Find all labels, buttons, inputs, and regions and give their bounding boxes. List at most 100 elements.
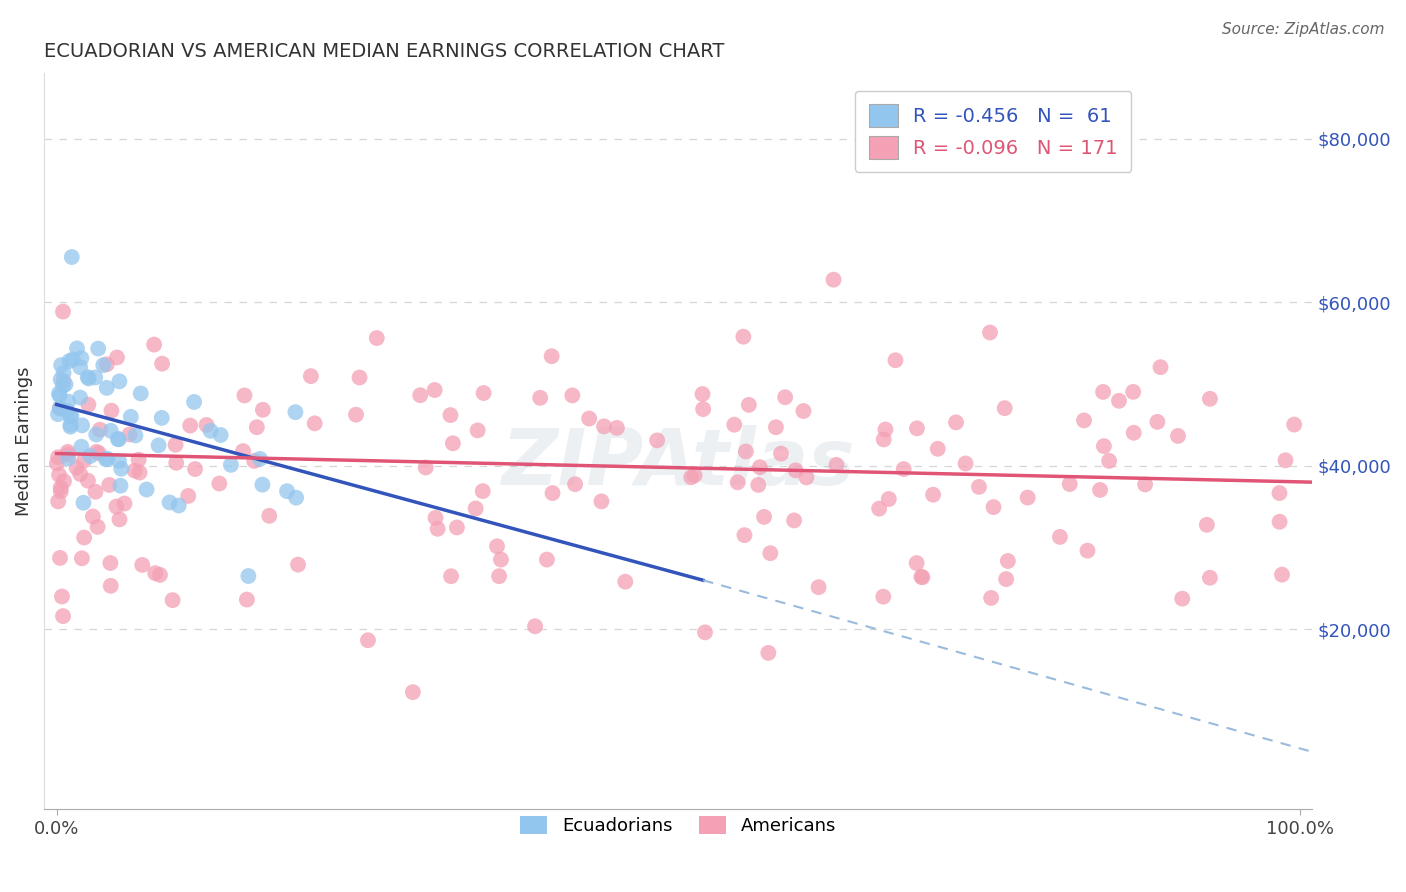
Point: [91, 358, 114, 372]
Point: [100, 579, 122, 593]
Point: [748, 460, 770, 475]
Point: [1122, 425, 1144, 440]
Point: [56, 448, 79, 462]
Point: [52, 474, 75, 488]
Point: [792, 404, 814, 418]
Text: ZIPAtlas: ZIPAtlas: [502, 425, 855, 501]
Point: [100, 403, 122, 417]
Point: [541, 486, 564, 500]
Point: [129, 386, 152, 401]
Point: [131, 558, 153, 572]
Point: [783, 513, 806, 527]
Point: [149, 567, 172, 582]
Point: [285, 491, 308, 505]
Point: [1092, 384, 1115, 399]
Point: [100, 424, 122, 438]
Point: [467, 424, 489, 438]
Point: [249, 451, 271, 466]
Point: [105, 500, 128, 514]
Point: [884, 353, 907, 368]
Point: [606, 421, 628, 435]
Point: [94, 452, 117, 467]
Point: [692, 402, 714, 417]
Point: [614, 574, 637, 589]
Point: [108, 375, 131, 389]
Point: [910, 570, 932, 584]
Point: [65, 460, 87, 475]
Point: [79, 449, 101, 463]
Point: [875, 423, 897, 437]
Point: [464, 501, 486, 516]
Point: [58, 354, 80, 368]
Point: [51, 590, 73, 604]
Point: [233, 388, 256, 402]
Point: [69, 391, 91, 405]
Point: [128, 452, 150, 467]
Point: [69, 360, 91, 375]
Point: [62, 352, 84, 367]
Point: [1073, 413, 1095, 427]
Point: [77, 474, 100, 488]
Point: [238, 569, 260, 583]
Point: [773, 390, 796, 404]
Point: [423, 383, 446, 397]
Point: [995, 572, 1018, 586]
Point: [486, 539, 509, 553]
Point: [893, 462, 915, 476]
Point: [1199, 392, 1222, 406]
Point: [980, 591, 1002, 605]
Point: [785, 463, 807, 477]
Point: [52, 304, 75, 318]
Point: [1076, 543, 1098, 558]
Point: [287, 558, 309, 572]
Point: [184, 462, 207, 476]
Point: [48, 467, 70, 482]
Point: [872, 590, 894, 604]
Point: [52, 379, 75, 393]
Point: [593, 419, 616, 434]
Point: [107, 432, 129, 446]
Point: [945, 415, 967, 429]
Point: [415, 460, 437, 475]
Point: [128, 466, 150, 480]
Point: [73, 453, 96, 467]
Point: [402, 685, 425, 699]
Point: [70, 351, 93, 366]
Point: [540, 349, 562, 363]
Point: [1088, 483, 1111, 497]
Point: [96, 357, 118, 371]
Point: [59, 419, 82, 434]
Point: [1059, 477, 1081, 491]
Point: [200, 424, 222, 438]
Point: [1049, 530, 1071, 544]
Point: [219, 458, 242, 472]
Point: [922, 488, 945, 502]
Point: [409, 388, 432, 402]
Point: [87, 342, 110, 356]
Point: [49, 550, 72, 565]
Point: [183, 395, 205, 409]
Point: [96, 381, 118, 395]
Point: [983, 500, 1005, 514]
Point: [179, 418, 201, 433]
Point: [645, 434, 668, 448]
Point: [825, 458, 848, 472]
Point: [143, 566, 166, 581]
Point: [524, 619, 547, 633]
Point: [232, 444, 254, 458]
Point: [734, 444, 756, 458]
Point: [165, 438, 187, 452]
Point: [49, 484, 72, 499]
Point: [49, 481, 72, 495]
Legend: Ecuadorians, Americans: Ecuadorians, Americans: [512, 807, 845, 844]
Point: [56, 403, 79, 417]
Point: [124, 464, 146, 478]
Text: ECUADORIAN VS AMERICAN MEDIAN EARNINGS CORRELATION CHART: ECUADORIAN VS AMERICAN MEDIAN EARNINGS C…: [44, 42, 724, 61]
Point: [87, 446, 110, 460]
Point: [471, 484, 494, 499]
Point: [209, 428, 232, 442]
Point: [52, 609, 75, 624]
Point: [60, 409, 83, 423]
Point: [693, 625, 716, 640]
Point: [1133, 477, 1156, 491]
